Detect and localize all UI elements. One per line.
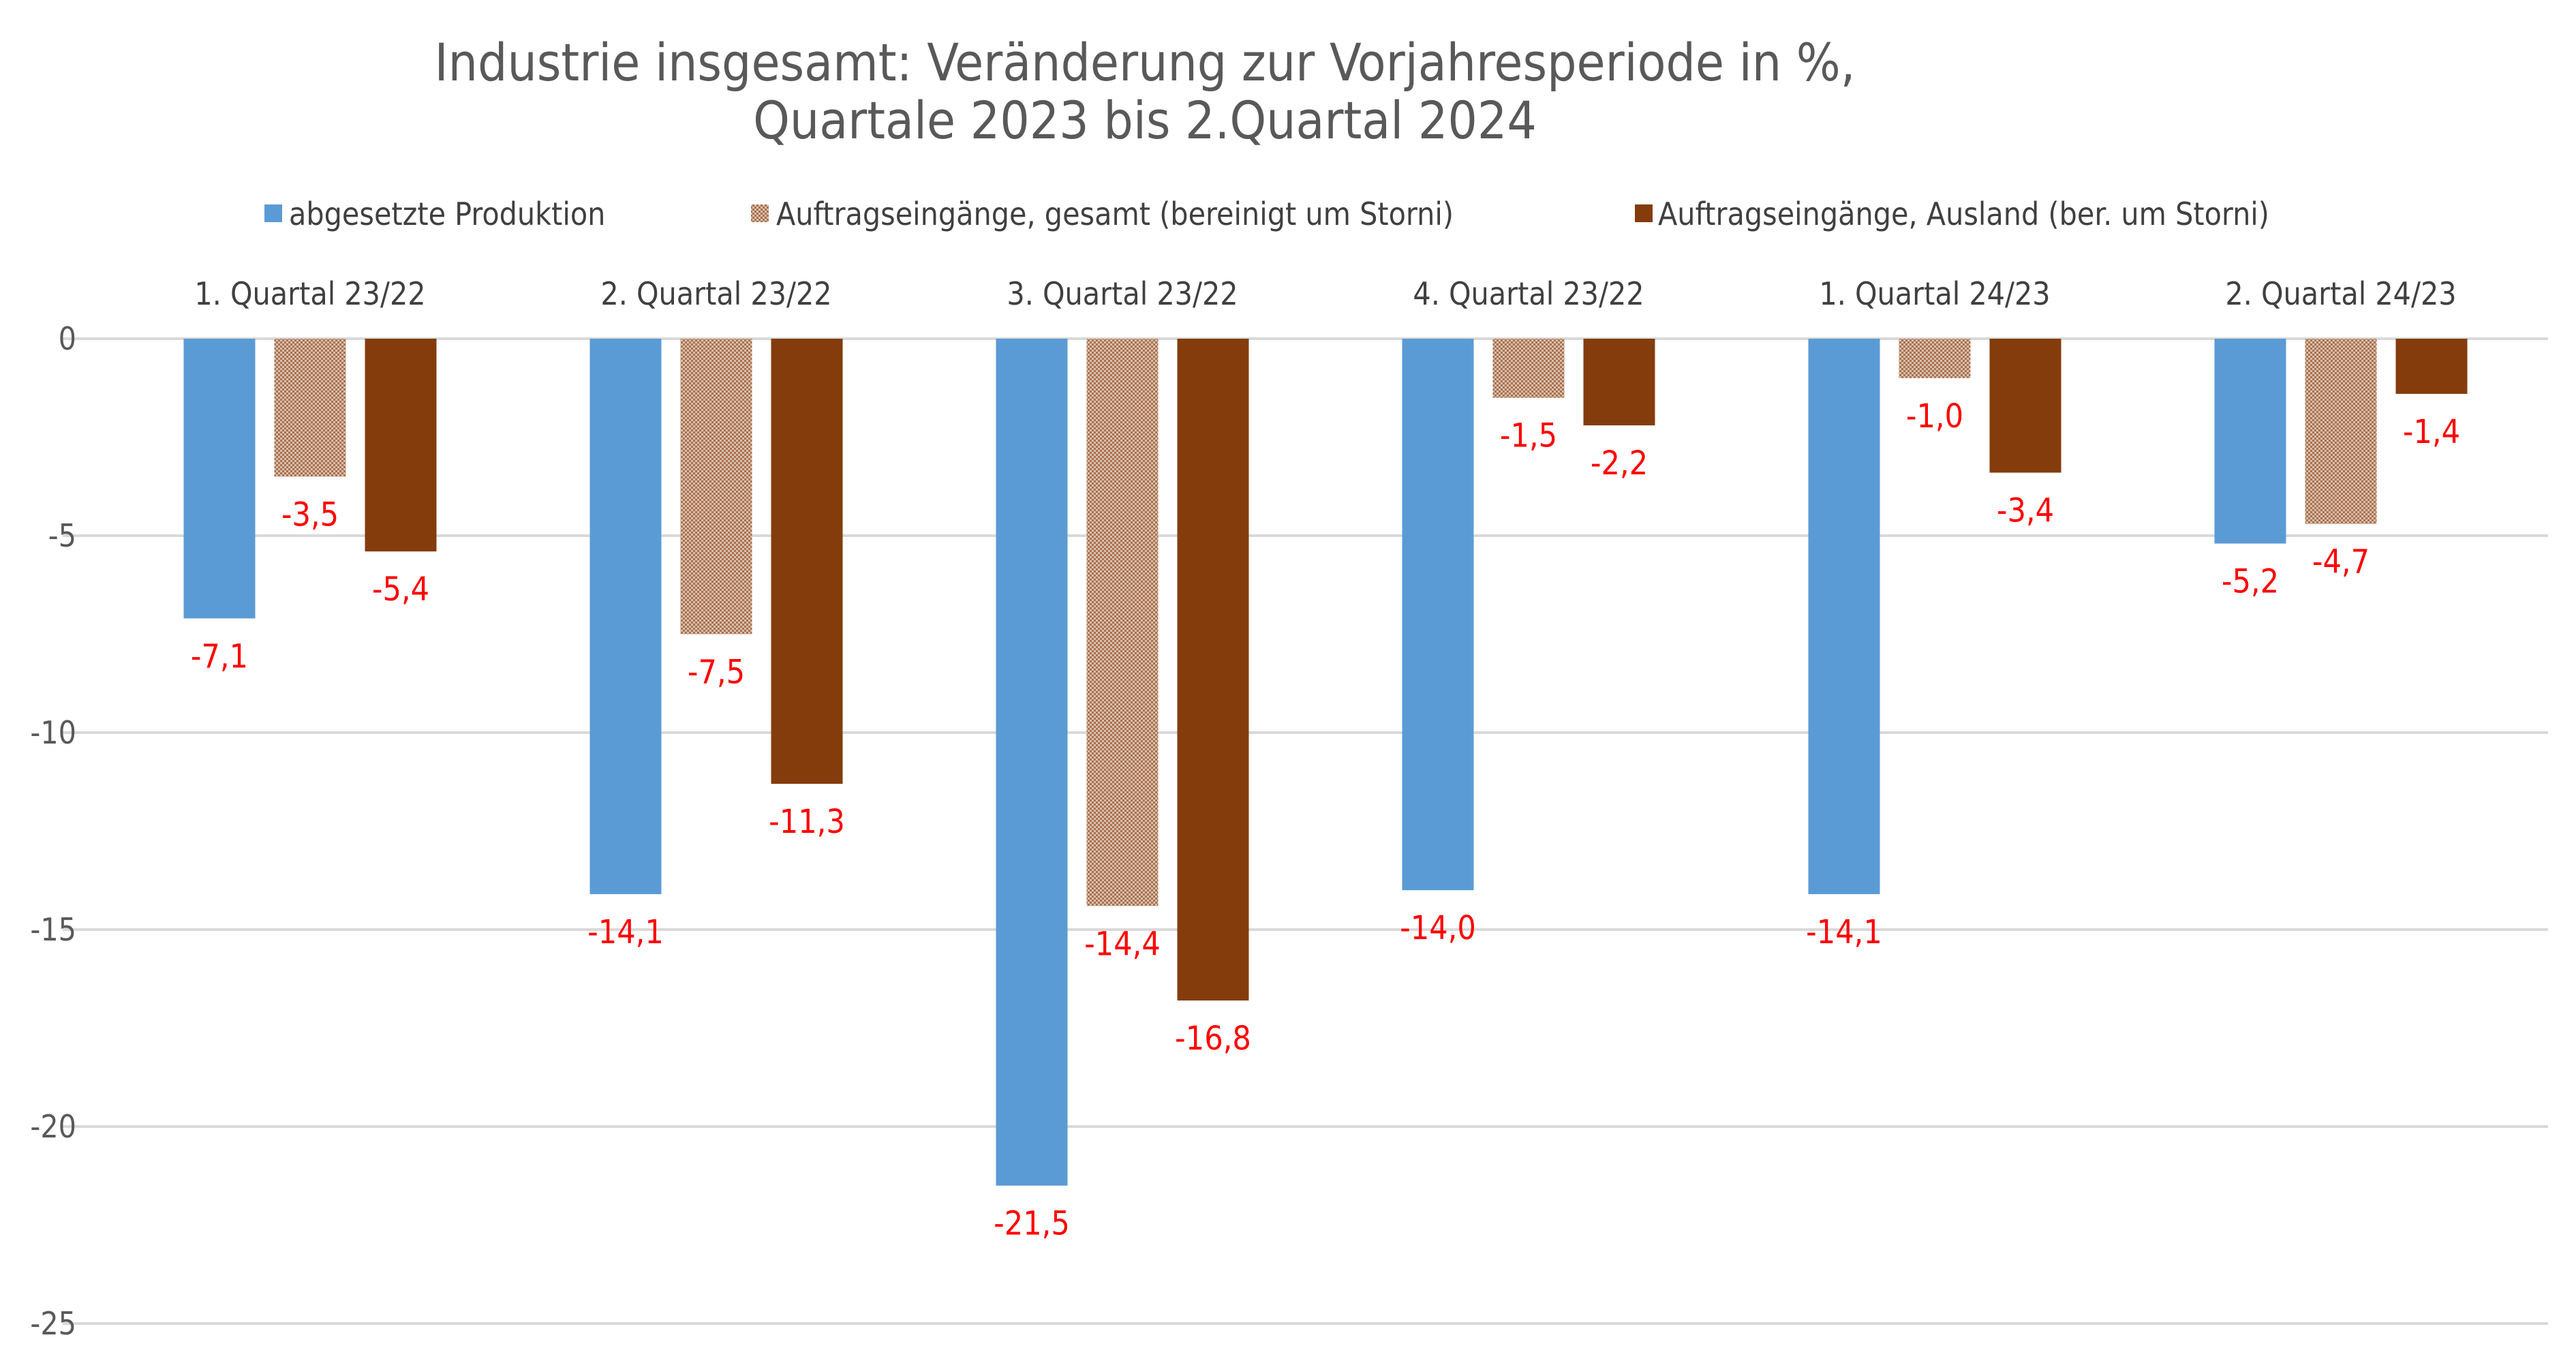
data-label: -5,2	[2222, 563, 2279, 601]
category-label: 3. Quartal 23/22	[1007, 275, 1238, 312]
data-label: -21,5	[994, 1205, 1070, 1243]
chart-title: Industrie insgesamt: Veränderung zur Vor…	[435, 32, 1856, 93]
data-label: -1,4	[2403, 413, 2460, 451]
legend-swatch	[1635, 204, 1653, 222]
data-label: -14,1	[587, 913, 664, 951]
data-label: -4,7	[2312, 543, 2370, 581]
y-tick-label: -25	[30, 1305, 76, 1342]
y-tick-label: -10	[30, 714, 76, 751]
legend-swatch	[751, 204, 769, 222]
bar	[1583, 339, 1655, 426]
y-tick-label: 0	[59, 320, 76, 357]
bar	[183, 339, 256, 619]
data-label: -14,4	[1084, 925, 1161, 963]
legend-label: Auftragseingänge, Ausland (ber. um Storn…	[1658, 196, 2269, 232]
bar	[1492, 339, 1565, 398]
y-tick-label: -15	[30, 911, 76, 948]
bar	[1899, 339, 1971, 378]
data-label: -3,5	[281, 495, 339, 534]
bar	[1808, 339, 1880, 894]
data-label: -5,4	[372, 570, 429, 609]
category-label: 1. Quartal 23/22	[194, 275, 425, 312]
data-label: -3,4	[1997, 492, 2054, 530]
legend-label: abgesetzte Produktion	[289, 196, 605, 232]
bar	[1989, 339, 2061, 473]
category-label: 1. Quartal 24/23	[1819, 275, 2050, 312]
y-tick-label: -20	[30, 1108, 76, 1145]
data-label: -11,3	[769, 803, 845, 841]
data-label: -14,1	[1806, 913, 1882, 951]
chart-subtitle: Quartale 2023 bis 2.Quartal 2024	[753, 90, 1537, 151]
bar	[996, 339, 1068, 1186]
data-label: -1,0	[1906, 397, 1963, 435]
bar	[2395, 339, 2468, 394]
data-label: -2,2	[1591, 444, 1648, 483]
data-label: -7,1	[191, 637, 248, 675]
legend-swatch	[264, 204, 282, 222]
data-label: -16,8	[1175, 1020, 1251, 1058]
bar	[680, 339, 752, 634]
data-label: -7,5	[688, 654, 745, 692]
data-label: -1,5	[1500, 417, 1557, 455]
category-label: 4. Quartal 23/22	[1413, 275, 1644, 312]
bar	[2214, 339, 2286, 544]
bar	[1177, 339, 1249, 1001]
bar	[2305, 339, 2377, 524]
bar	[1086, 339, 1159, 906]
legend-label: Auftragseingänge, gesamt (bereinigt um S…	[776, 196, 1454, 232]
category-label: 2. Quartal 24/23	[2225, 275, 2456, 312]
bar	[589, 339, 662, 894]
category-label: 2. Quartal 23/22	[600, 275, 831, 312]
bar	[1402, 339, 1474, 891]
data-label: -14,0	[1400, 909, 1476, 947]
bar	[365, 339, 437, 552]
bar	[771, 339, 843, 784]
y-tick-label: -5	[48, 517, 76, 554]
bar	[274, 339, 346, 477]
